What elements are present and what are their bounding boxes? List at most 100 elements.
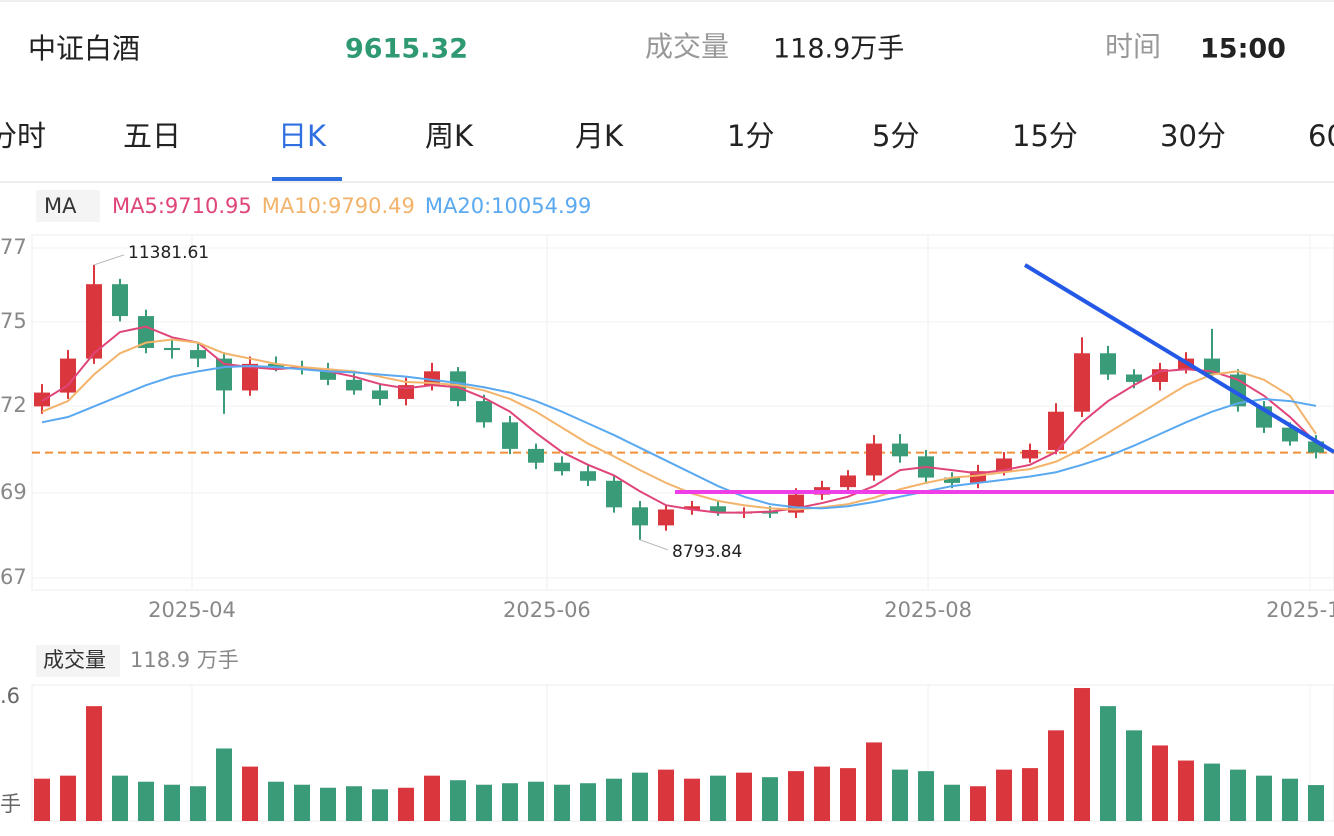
candle-body: [528, 448, 545, 463]
candle-body: [996, 458, 1013, 472]
volume-bar: [320, 787, 337, 821]
volume-bar: [580, 783, 597, 821]
y-tick-label: 72: [0, 393, 27, 417]
volume-frame: [31, 684, 1334, 822]
candle-body: [1074, 353, 1091, 412]
volume-bar: [528, 781, 545, 821]
candle-body: [60, 358, 77, 393]
candle-body: [684, 506, 701, 510]
tab[interactable]: 日K: [278, 119, 327, 153]
volume-panel-current: 118.9 万手: [130, 648, 239, 672]
volume-unit: 手: [0, 792, 21, 816]
volume-bar: [1152, 745, 1169, 821]
volume-bar: [736, 772, 753, 821]
tab[interactable]: 60分: [1308, 119, 1334, 153]
legend-entry: MA20:10054.99: [425, 194, 591, 218]
candle-body: [580, 471, 597, 481]
y-tick-label: 67: [0, 565, 27, 589]
low-annotation: 8793.84: [672, 542, 742, 562]
volume-bar: [268, 781, 285, 821]
candle-body: [554, 462, 571, 472]
ma-line: [41, 338, 1317, 511]
volume-bar: [1178, 760, 1195, 821]
tab[interactable]: 周K: [425, 119, 474, 153]
candle-body: [346, 379, 363, 391]
volume-bar: [606, 778, 623, 821]
volume-bar: [164, 784, 181, 821]
volume-bar: [346, 786, 363, 821]
volume-bar: [294, 784, 311, 821]
candle-body: [242, 363, 259, 391]
x-tick-label: 2025-06: [503, 598, 591, 622]
volume-bar: [1100, 706, 1117, 821]
volume-bar: [86, 706, 103, 821]
volume-bar: [138, 781, 155, 821]
candle-body: [294, 367, 311, 370]
candle-body: [840, 475, 857, 488]
candle-body: [632, 507, 649, 526]
price: 9615.32: [345, 34, 468, 65]
volume-bar: [632, 772, 649, 821]
volume-bar: [216, 748, 233, 821]
candle-body: [1048, 411, 1065, 450]
volume-tick-label: .6: [0, 684, 20, 708]
volume-bar: [996, 769, 1013, 821]
candle-body: [1100, 353, 1117, 375]
volume-bar: [1048, 730, 1065, 821]
candle-body: [866, 443, 883, 476]
tab[interactable]: 30分: [1160, 119, 1226, 153]
y-tick-label: 69: [0, 480, 27, 504]
candle-body: [1308, 441, 1325, 453]
ma-line: [41, 365, 1317, 510]
candle-body: [1126, 374, 1143, 382]
candle-body: [892, 443, 909, 457]
volume-bar: [814, 766, 831, 821]
y-tick-label: 77: [0, 235, 27, 259]
candle-body: [1282, 427, 1299, 442]
volume-bar: [762, 777, 779, 821]
volume-bar: [1230, 769, 1247, 821]
tab[interactable]: 五日: [123, 119, 181, 153]
x-tick-label: 2025-08: [884, 598, 972, 622]
volume-bar: [1282, 778, 1299, 821]
volume-bar: [1308, 785, 1325, 821]
candle-body: [424, 371, 441, 386]
volume-bar: [788, 771, 805, 821]
volume-bar: [840, 768, 857, 821]
candle-body: [970, 471, 987, 483]
candle-body: [320, 369, 337, 380]
y-tick-label: 75: [0, 309, 27, 333]
candle-body: [112, 284, 129, 317]
time-label: 时间: [1105, 30, 1161, 63]
tab-bar: 分时 五日 日K 周K 月K 1分 5分 15分 30分 60分: [0, 119, 1334, 181]
time: 15:00: [1200, 34, 1286, 65]
candle-body: [450, 371, 467, 402]
tab[interactable]: 1分: [727, 119, 774, 153]
tab[interactable]: 月K: [575, 119, 624, 153]
volume-bar: [450, 780, 467, 821]
volume-bar: [60, 775, 77, 821]
candle-body: [502, 422, 519, 449]
candle-body: [138, 316, 155, 348]
candle-body: [86, 284, 103, 359]
volume-bar: [944, 784, 961, 821]
legend-entry: MA10:9790.49: [262, 194, 415, 218]
volume-badge: [36, 645, 120, 677]
candle-body: [476, 401, 493, 423]
high-annotation: 11381.61: [128, 243, 209, 263]
candle-body: [710, 506, 727, 513]
volume-bar: [398, 787, 415, 821]
tab[interactable]: 分时: [0, 119, 46, 153]
tab[interactable]: 15分: [1012, 119, 1078, 153]
volume-bar: [372, 789, 389, 821]
volume-bar: [918, 771, 935, 821]
volume: 118.9万手: [773, 34, 904, 65]
tab[interactable]: 5分: [872, 119, 919, 153]
x-tick-label: 2025-10: [1266, 598, 1334, 622]
candle-body: [190, 350, 207, 359]
candle-body: [164, 347, 181, 351]
volume-panel-label: 成交量: [43, 648, 106, 672]
volume-bar: [502, 783, 519, 821]
